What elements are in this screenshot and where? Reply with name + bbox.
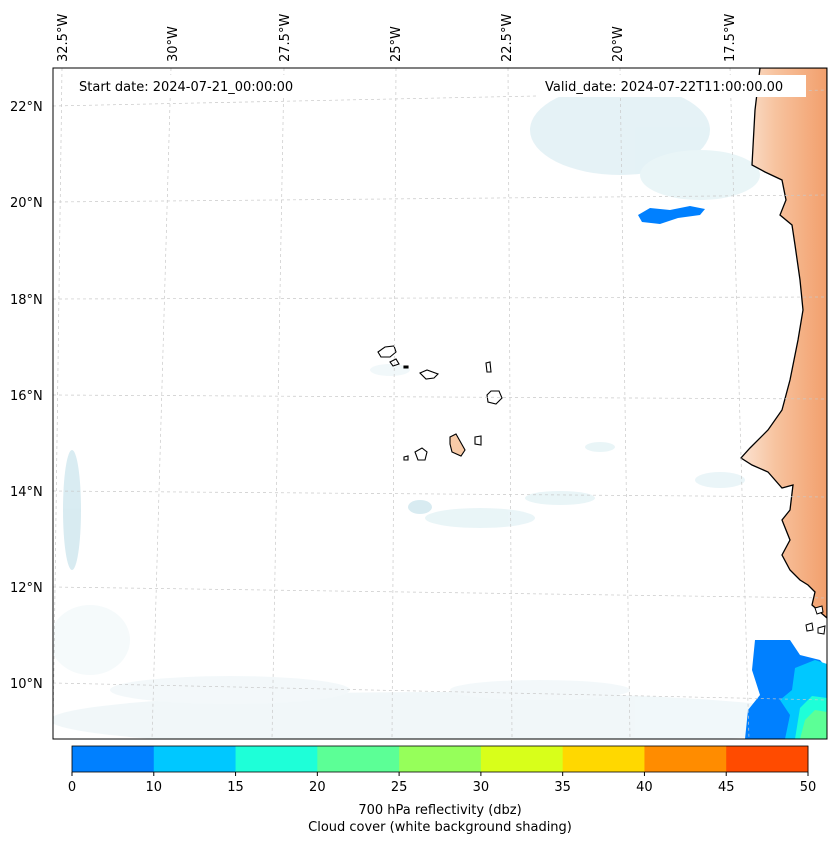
- lon-label: 27.5°W: [278, 14, 293, 62]
- colorbar-segment: [399, 746, 482, 772]
- colorbar-tick-label: 45: [718, 780, 735, 795]
- bijagos-islands: [805, 605, 826, 635]
- lat-label: 12°N: [10, 581, 43, 596]
- colorbar-segment: [644, 746, 727, 772]
- colorbar-label: 700 hPa reflectivity (dbz): [358, 803, 521, 818]
- colorbar-tick-label: 40: [636, 780, 653, 795]
- colorbar-segment: [480, 746, 564, 772]
- africa-land: [740, 68, 827, 619]
- lon-label: 22.5°W: [500, 14, 515, 62]
- latitude-labels: 22°N 20°N 18°N 16°N 14°N 12°N 10°N: [10, 100, 43, 692]
- lat-label: 18°N: [10, 293, 43, 308]
- valid-date-label: Valid_date: 2024-07-22T11:00:00.00: [545, 80, 783, 95]
- reflectivity: [638, 206, 827, 739]
- start-date-box: [74, 75, 314, 97]
- lon-label: 30°W: [166, 26, 181, 62]
- graticule: [53, 68, 827, 739]
- lon-label: 32.5°W: [56, 14, 71, 62]
- start-date-label: Start date: 2024-07-21_00:00:00: [79, 80, 293, 95]
- map-layers: [53, 68, 827, 739]
- lat-label: 10°N: [10, 677, 43, 692]
- colorbar-tick-label: 15: [227, 780, 244, 795]
- lat-label: 20°N: [10, 196, 43, 211]
- colorbar-segment: [726, 746, 809, 772]
- colorbar-tick-label: 25: [391, 780, 408, 795]
- lat-label: 14°N: [10, 485, 43, 500]
- lon-label: 25°W: [389, 26, 404, 62]
- colorbar-tick-label: 50: [800, 780, 817, 795]
- colorbar-tick-label: 10: [146, 780, 163, 795]
- longitude-labels: 32.5°W 30°W 27.5°W 25°W 22.5°W 20°W 17.5…: [56, 14, 738, 62]
- colorbar-frame: [71, 745, 809, 773]
- colorbar-tick-label: 0: [68, 780, 76, 795]
- colorbar-segment: [235, 746, 318, 772]
- lon-label: 20°W: [611, 26, 626, 62]
- colorbar-tick-label: 35: [554, 780, 571, 795]
- colorbar: 0 10 15 20 25 30 35 40 45 50: [68, 745, 817, 795]
- colorbar-segment: [317, 746, 400, 772]
- map-frame: [52, 67, 828, 740]
- lat-label: 22°N: [10, 100, 43, 115]
- colorbar-segment: [562, 746, 645, 772]
- colorbar-tick-label: 20: [309, 780, 326, 795]
- lat-label: 16°N: [10, 389, 43, 404]
- valid-date-box: [538, 75, 806, 97]
- colorbar-segment: [153, 746, 237, 772]
- lon-label: 17.5°W: [723, 14, 738, 62]
- colorbar-segment: [72, 746, 155, 772]
- colorbar-tick-label: 30: [473, 780, 490, 795]
- cloud-cover: [53, 85, 827, 739]
- colorbar-sublabel: Cloud cover (white background shading): [308, 820, 572, 835]
